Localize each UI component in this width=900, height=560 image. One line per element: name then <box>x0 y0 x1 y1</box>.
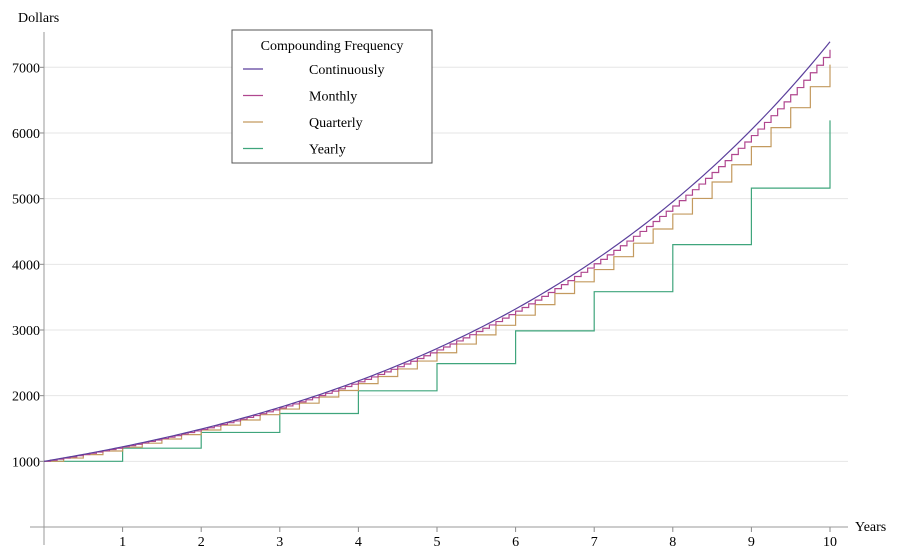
legend-box <box>231 29 433 164</box>
x-tick-label: 6 <box>512 535 519 550</box>
y-tick-label: 2000 <box>12 390 40 405</box>
x-tick-label: 2 <box>198 535 205 550</box>
legend-title: Compounding Frequency <box>261 39 404 54</box>
y-tick-label: 1000 <box>12 455 40 470</box>
series-line-continuously <box>43 41 831 462</box>
x-tick-label: 10 <box>823 535 837 550</box>
legend-label-monthly: Monthly <box>309 90 357 105</box>
legend-label-yearly: Yearly <box>309 143 346 158</box>
y-tick-label: 7000 <box>12 61 40 76</box>
legend: Compounding Frequency Continuously Monthl… <box>231 29 433 164</box>
x-tick-label: 1 <box>119 535 126 550</box>
x-tick-label: 5 <box>434 535 441 550</box>
axes: 1000 2000 3000 4000 5000 6000 7000 1 2 3 4 5 6 7 8 9 10 <box>12 32 848 550</box>
y-axis-label: Dollars <box>18 11 59 26</box>
y-tick-label: 6000 <box>12 127 40 142</box>
y-tick-label: 4000 <box>12 258 40 273</box>
legend-label-continuously: Continuously <box>309 63 384 78</box>
series-line-quarterly <box>44 64 831 462</box>
legend-label-quarterly: Quarterly <box>309 116 363 131</box>
y-tick-label: 5000 <box>12 193 40 208</box>
x-tick-label: 7 <box>591 535 598 550</box>
y-tick-label: 3000 <box>12 324 40 339</box>
x-tick-label: 4 <box>355 535 362 550</box>
series-lines <box>43 41 831 462</box>
x-axis-label: Years <box>855 520 886 535</box>
x-tick-label: 3 <box>276 535 283 550</box>
x-tick-label: 8 <box>669 535 676 550</box>
grid <box>44 66 848 462</box>
series-line-monthly <box>44 49 831 462</box>
x-tick-label: 9 <box>748 535 755 550</box>
series-line-yearly <box>44 120 831 462</box>
